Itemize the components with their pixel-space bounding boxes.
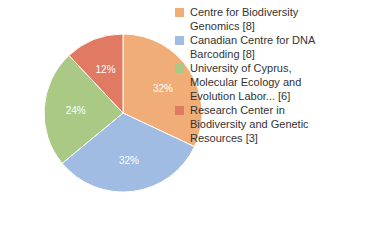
legend: Centre for BiodiversityGenomics [8]Canad… — [175, 6, 316, 144]
data-labels: 32% 32% 24% 12% — [66, 64, 173, 166]
legend-label: University of Cyprus,Molecular Ecology a… — [190, 62, 301, 102]
chart: 32% 32% 24% 12% Centre for BiodiversityGenom… — [0, 0, 380, 240]
legend-swatch — [175, 64, 184, 73]
legend-label: Canadian Centre for DNABarcoding [8] — [190, 34, 316, 60]
data-label: 32% — [153, 83, 173, 94]
legend-swatch — [175, 36, 184, 45]
pie-slice — [69, 34, 123, 113]
pie — [44, 34, 202, 192]
data-label: 12% — [96, 64, 116, 75]
data-label: 32% — [119, 155, 139, 166]
legend-label: Centre for BiodiversityGenomics [8] — [190, 6, 299, 32]
legend-swatch — [175, 106, 184, 115]
legend-label: Research Center inBiodiversity and Genet… — [190, 104, 309, 144]
data-label: 24% — [66, 105, 86, 116]
legend-swatch — [175, 8, 184, 17]
